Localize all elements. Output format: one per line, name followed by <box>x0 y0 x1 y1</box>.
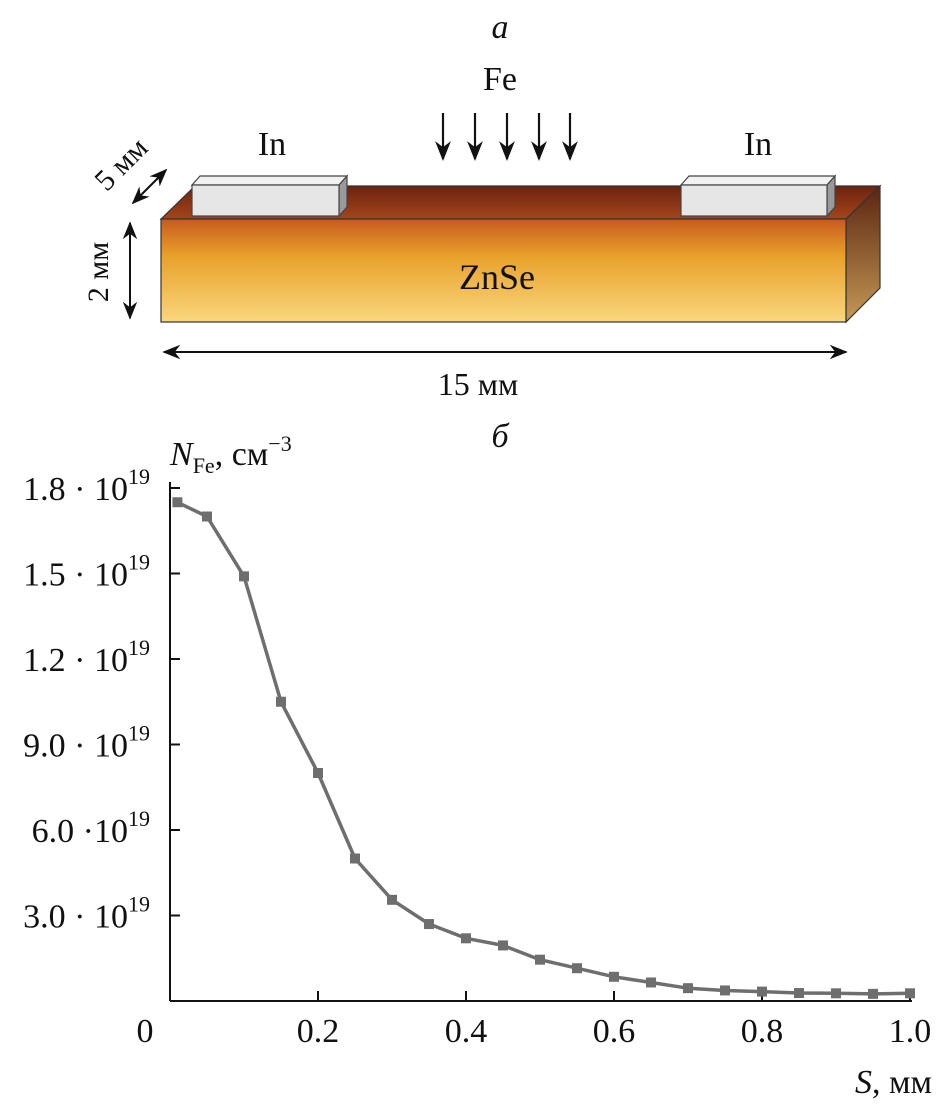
y-tick-label: 3.0 · 1019 <box>23 892 150 936</box>
x-tick-label: 0.2 <box>297 1013 340 1050</box>
y-axis-label: NFe, см−3 <box>169 431 292 478</box>
data-point <box>794 988 804 999</box>
y-axis-label-subscript: Fe <box>193 453 215 478</box>
data-point <box>683 983 693 994</box>
data-point <box>172 497 183 508</box>
data-point <box>498 940 508 951</box>
data-point <box>350 853 360 864</box>
x-axis-label-unit: , мм <box>872 1064 932 1101</box>
width-label: 5 мм <box>88 131 154 197</box>
contact-left <box>190 174 349 218</box>
data-point <box>646 977 656 988</box>
x-axis-label-symbol: S <box>855 1064 872 1101</box>
length-label: 15 мм <box>438 366 519 402</box>
chart-axes <box>169 482 912 1002</box>
y-axis-label-symbol: N <box>169 436 195 473</box>
data-point <box>831 988 841 999</box>
chart-panel: б NFe, см−3 3.0 · 1019 6.0 ·1019 9.0 · 101… <box>23 418 932 1101</box>
chart-series <box>172 497 915 999</box>
crystal-front-face <box>160 218 847 323</box>
diffusion-arrows <box>435 113 578 161</box>
data-point <box>313 768 323 778</box>
data-point <box>905 988 915 999</box>
width-dimension-arrow <box>131 168 168 205</box>
data-point <box>461 933 471 944</box>
y-axis-ticks: 3.0 · 1019 6.0 ·1019 9.0 · 1019 1.2 · 1019 1… <box>23 464 180 936</box>
diagram-panel: а Fe ZnSe In In 5 мм 2 <box>82 9 882 402</box>
contact-right <box>679 174 837 218</box>
contact-left-label: In <box>258 126 286 163</box>
y-tick-label: 1.8 · 1019 <box>23 464 150 508</box>
x-tick-label: 0 <box>137 1013 154 1050</box>
x-tick-label: 0.8 <box>741 1013 784 1050</box>
x-axis-ticks: 0 0.2 0.4 0.6 0.8 1.0 <box>137 991 932 1050</box>
panel-label-a: а <box>492 9 509 46</box>
y-tick-label: 1.2 · 1019 <box>23 635 150 679</box>
dopant-label: Fe <box>483 61 517 98</box>
data-point <box>239 571 249 582</box>
x-axis-label: S, мм <box>855 1064 932 1101</box>
data-point <box>276 696 286 707</box>
data-point <box>868 988 878 999</box>
crystal-label: ZnSe <box>459 257 535 297</box>
y-tick-label: 9.0 · 1019 <box>23 721 150 765</box>
data-point <box>202 511 212 522</box>
x-tick-label: 0.6 <box>593 1013 636 1050</box>
x-tick-label: 0.4 <box>445 1013 488 1050</box>
data-point <box>424 919 434 930</box>
y-tick-label: 1.5 · 1019 <box>23 550 150 594</box>
x-tick-label: 1.0 <box>889 1013 932 1050</box>
y-axis-label-unit-exponent: −3 <box>268 431 291 456</box>
y-axis-label-unit: , см <box>215 436 269 473</box>
data-point <box>757 986 767 997</box>
data-point <box>387 894 397 905</box>
contact-right-label: In <box>744 126 772 163</box>
data-point <box>609 971 619 982</box>
height-label: 2 мм <box>82 242 115 302</box>
series-line <box>176 500 911 996</box>
data-point <box>535 954 545 965</box>
panel-label-b: б <box>491 418 510 455</box>
y-tick-label: 6.0 ·1019 <box>32 806 150 850</box>
data-point <box>720 985 730 996</box>
data-point <box>572 963 582 974</box>
